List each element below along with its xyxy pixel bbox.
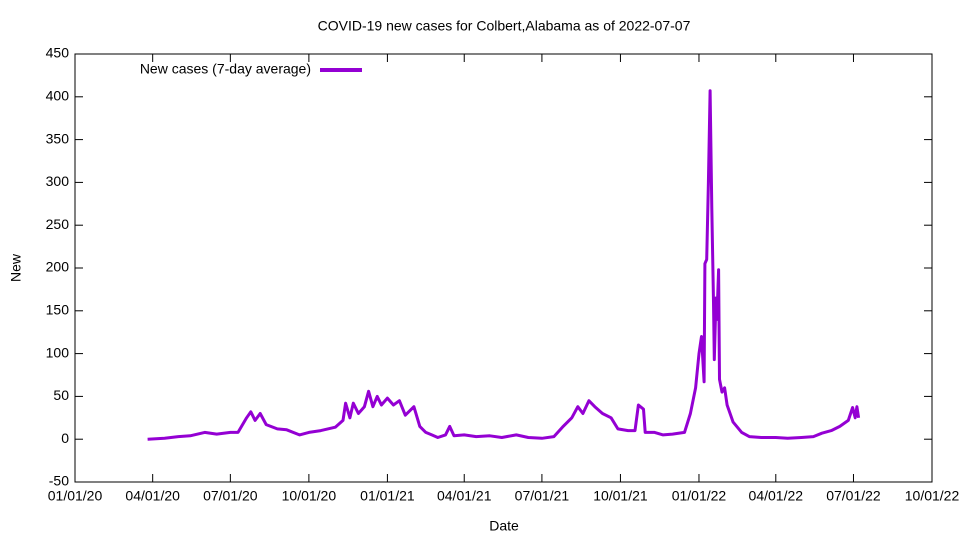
legend-label: New cases (7-day average)	[140, 61, 311, 77]
chart-title: COVID-19 new cases for Colbert,Alabama a…	[318, 18, 691, 34]
x-tick-label: 04/01/22	[749, 488, 804, 504]
x-tick-label: 01/01/22	[672, 488, 727, 504]
y-tick-label: 100	[46, 344, 70, 360]
y-tick-label: 450	[46, 45, 70, 61]
x-axis-label: Date	[489, 518, 519, 534]
y-tick-label: 0	[61, 430, 69, 446]
y-tick-label: 300	[46, 173, 70, 189]
y-tick-label: 400	[46, 88, 70, 104]
x-tick-label: 04/01/21	[437, 488, 492, 504]
y-tick-label: 200	[46, 259, 70, 275]
x-tick-label: 01/01/21	[360, 488, 415, 504]
x-tick-label: 01/01/20	[48, 488, 103, 504]
x-tick-label: 07/01/22	[826, 488, 881, 504]
x-tick-label: 07/01/21	[515, 488, 570, 504]
x-tick-label: 10/01/22	[905, 488, 960, 504]
y-axis-label: New	[8, 253, 24, 282]
data-line	[147, 89, 861, 441]
y-tick-label: 50	[53, 387, 69, 403]
x-tick-label: 10/01/21	[593, 488, 648, 504]
y-tick-label: 350	[46, 130, 70, 146]
x-tick-label: 10/01/20	[282, 488, 337, 504]
y-tick-label: 150	[46, 302, 70, 318]
y-tick-label: -50	[49, 473, 69, 489]
plot-frame	[74, 53, 933, 483]
y-tick-label: 250	[46, 216, 70, 232]
x-tick-label: 07/01/20	[203, 488, 258, 504]
x-tick-label: 04/01/20	[125, 488, 180, 504]
